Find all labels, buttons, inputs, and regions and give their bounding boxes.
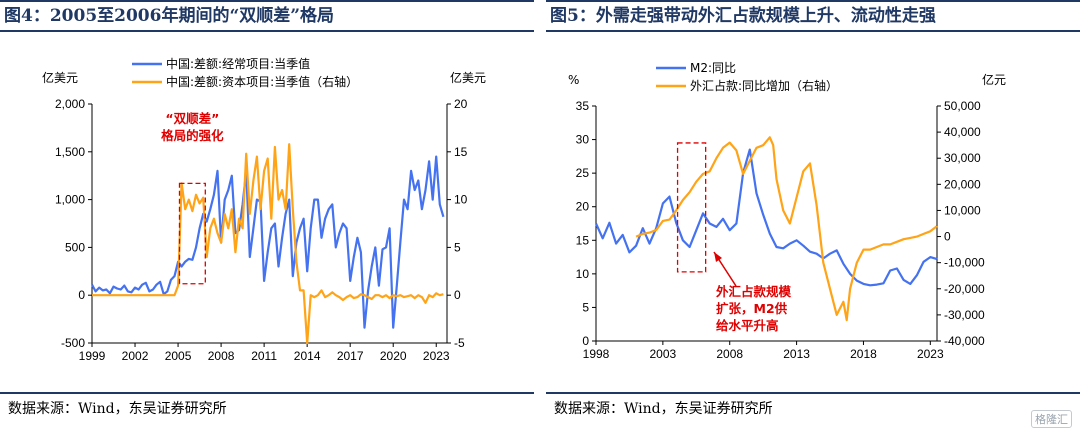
fig4-y-left-tick-label: 1,000 (55, 193, 85, 207)
figure-4-source: 数据来源：Wind，东吴证券研究所 (0, 392, 534, 426)
fig5-series-2-line (635, 136, 938, 322)
fig5-legend-label-2: 外汇占款:同比增加（右轴） (690, 78, 838, 93)
fig4-y-left-tick-label: -500 (61, 336, 85, 350)
fig4-x-tick-label: 2011 (251, 349, 277, 363)
fig5-y-right-tick-label: 20,000 (944, 177, 981, 191)
fig5-x-tick-label: 2003 (650, 347, 677, 361)
fig5-y-right-tick-label: -10,000 (944, 256, 985, 270)
fig5-annotation-line-2: 扩张，M2供 (716, 301, 788, 316)
fig4-x-tick-label: 2002 (122, 349, 149, 363)
fig4-x-tick-label: 2017 (337, 349, 364, 363)
fig4-y-right-tick-label: 10 (454, 193, 468, 207)
fig5-x-tick-label: 2013 (783, 347, 810, 361)
fig4-y-right-tick-label: 0 (454, 288, 461, 302)
fig4-y-left-tick-label: 0 (78, 288, 85, 302)
figure-4-title: 图4：2005至2006年期间的“双顺差”格局 (0, 0, 534, 32)
fig5-annotation-line-1: 外汇占款规模 (715, 284, 792, 299)
fig5-y-left-tick-label: 10 (576, 267, 590, 281)
fig5-y-right-tick-label: 50,000 (944, 99, 981, 113)
fig5-y-right-tick-label: 40,000 (944, 125, 981, 139)
fig4-x-tick-label: 2023 (423, 349, 450, 363)
figure-5-title: 图5：外需走强带动外汇占款规模上升、流动性走强 (546, 0, 1080, 32)
fig5-y-right-tick-label: -40,000 (944, 334, 985, 348)
fig5-y-left-tick-label: 30 (576, 133, 590, 147)
fig5-y-right-tick-label: 10,000 (944, 203, 981, 217)
fig5-series-1-line (594, 148, 938, 287)
figure-5-panel: 图5：外需走强带动外汇占款规模上升、流动性走强 % 亿元 35 30 25 20 15 10 5… (546, 0, 1080, 432)
fig5-legend-label-1: M2:同比 (690, 61, 736, 75)
fig5-annotation-line-3: 给水平升高 (716, 318, 779, 333)
fig4-annotation-line-1: “双顺差” (165, 111, 219, 126)
fig5-y-right-label: 亿元 (982, 72, 1006, 87)
fig4-y-left-label: 亿美元 (42, 70, 78, 85)
fig4-x-tick-label: 2020 (380, 349, 407, 363)
fig4-x-tick-label: 2014 (294, 349, 321, 363)
fig5-y-left-tick-label: 20 (576, 200, 590, 214)
fig5-x-tick-label: 2023 (917, 347, 944, 361)
fig4-x-tick-label: 1999 (79, 349, 106, 363)
figure-4-panel: 图4：2005至2006年期间的“双顺差”格局 亿美元 亿美元 2,000 1,500… (0, 0, 534, 432)
fig4-y-right-tick-label: 15 (454, 145, 468, 159)
fig4-y-right-tick-label: -5 (454, 336, 465, 350)
fig5-y-left-tick-label: 25 (576, 166, 590, 180)
fig4-x-tick-label: 2008 (208, 349, 235, 363)
fig5-y-left-tick-label: 15 (576, 233, 590, 247)
fig4-annotation-line-2: 格局的强化 (161, 128, 224, 143)
fig4-y-right-label: 亿美元 (450, 70, 486, 85)
fig4-y-left-tick-label: 1,500 (55, 145, 85, 159)
fig4-series-2-line (92, 143, 444, 345)
fig5-y-left-tick-label: 5 (582, 300, 589, 314)
fig5-y-right-tick-label: -30,000 (944, 308, 985, 322)
fig4-legend-label-2: 中国:差额:资本项目:当季值（右轴） (166, 74, 358, 89)
watermark-logo: 格隆汇 (1031, 410, 1072, 428)
fig4-series-1-line (91, 155, 445, 329)
fig4-x-tick-label: 2005 (165, 349, 192, 363)
fig4-y-left-tick-label: 2,000 (55, 97, 85, 111)
fig4-y-right-tick-label: 20 (454, 97, 468, 111)
fig4-y-left-tick-label: 500 (65, 240, 85, 254)
fig5-y-left-label: % (568, 73, 579, 87)
fig5-x-tick-label: 2008 (716, 347, 743, 361)
figure-5-source: 数据来源：Wind，东吴证券研究所 (546, 392, 1080, 426)
fig5-x-tick-label: 1998 (583, 347, 610, 361)
fig5-y-right-tick-label: -20,000 (944, 282, 985, 296)
fig5-y-right-tick-label: 30,000 (944, 151, 981, 165)
fig4-highlight-box (178, 182, 206, 285)
fig5-y-left-tick-label: 35 (576, 99, 590, 113)
fig5-y-left-tick-label: 0 (582, 334, 589, 348)
fig5-highlight-box (676, 142, 707, 273)
fig5-x-tick-label: 2018 (850, 347, 877, 361)
figure-4-chart: 亿美元 亿美元 2,000 1,500 1,000 500 0 -500 20 15 10 5 0 -5 1… (42, 56, 486, 363)
figure-5-chart: % 亿元 35 30 25 20 15 10 5 0 50,000 40,000 30,000 20,00… (568, 61, 1006, 361)
fig5-y-right-tick-label: 0 (944, 230, 951, 244)
fig4-legend-label-1: 中国:差额:经常项目:当季值 (166, 56, 310, 71)
fig5-annotation-arrowhead (714, 252, 722, 262)
fig4-y-right-tick-label: 5 (454, 240, 461, 254)
